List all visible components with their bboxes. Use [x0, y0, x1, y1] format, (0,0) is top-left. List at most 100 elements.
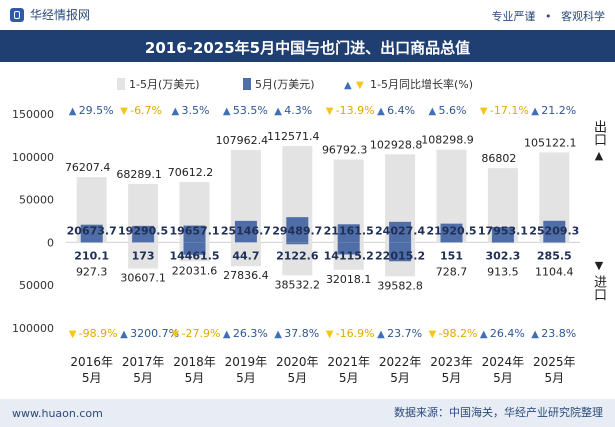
import-month-bar	[389, 242, 412, 262]
import-month-label: 173	[132, 249, 155, 262]
export-growth-label: 29.5%	[79, 104, 114, 117]
export-cumulative-label: 102928.8	[370, 138, 423, 151]
export-growth-label: 6.4%	[387, 104, 415, 117]
export-month-label: 21920.5	[426, 224, 476, 237]
export-growth-label: -13.9%	[336, 104, 375, 117]
import-cumulative-bar	[230, 242, 261, 267]
export-growth-marker: ▼	[120, 106, 128, 117]
x-tick-label-month: 5月	[133, 371, 153, 385]
export-growth-marker: ▲	[172, 106, 180, 117]
export-month-bar	[80, 224, 103, 243]
import-cumulative-label: 913.5	[487, 265, 519, 278]
import-growth-label: 37.8%	[284, 327, 319, 340]
import-cumulative-bar	[539, 242, 570, 244]
x-tick-label-year: 2025年	[533, 355, 576, 369]
export-month-bar	[286, 217, 309, 243]
y-tick-label: 50000	[19, 194, 54, 207]
top-bar: 华经情报网 专业严谨 • 客观科学	[0, 0, 615, 30]
export-cumulative-label: 112571.4	[267, 130, 320, 143]
import-month-label: 2122.6	[276, 249, 319, 262]
x-tick-label-year: 2019年	[225, 355, 268, 369]
export-month-bar	[183, 225, 206, 243]
export-month-label: 19290.5	[118, 224, 168, 237]
export-month-bar	[543, 220, 566, 243]
y-tick-label: 0	[47, 236, 54, 249]
export-cumulative-label: 76207.4	[65, 161, 111, 174]
export-month-label: 19657.1	[169, 224, 219, 237]
import-cumulative-bar	[128, 242, 159, 269]
legend-label-cumulative: 1-5月(万美元)	[129, 78, 200, 91]
export-growth-marker: ▲	[223, 106, 231, 117]
export-cumulative-label: 68289.1	[116, 168, 162, 181]
import-growth-marker: ▲	[480, 329, 488, 340]
export-growth-label: 4.3%	[284, 104, 312, 117]
x-tick-label-year: 2018年	[173, 355, 216, 369]
x-tick-label-year: 2016年	[70, 355, 113, 369]
export-month-bar	[234, 220, 257, 243]
import-growth-marker: ▼	[326, 329, 334, 340]
import-growth-marker: ▼	[172, 329, 180, 340]
x-tick-label-month: 5月	[185, 371, 205, 385]
chart-title: 2016-2025年5月中国与也门进、出口商品总值	[144, 39, 471, 57]
import-month-label: 151	[440, 249, 463, 262]
import-month-bar	[337, 242, 360, 255]
up-arrow-icon: ▲	[594, 149, 604, 162]
x-tick-label-year: 2017年	[122, 355, 165, 369]
import-growth-marker: ▲	[120, 329, 128, 340]
legend-label-month: 5月(万美元)	[255, 78, 315, 91]
legend-marker-down: ▼	[356, 80, 364, 91]
export-month-label: 25209.3	[529, 224, 579, 237]
export-growth-marker: ▲	[69, 106, 77, 117]
x-tick-label-month: 5月	[287, 371, 307, 385]
import-cumulative-label: 27836.4	[223, 269, 269, 282]
import-side-label: ▼ 进口	[591, 258, 607, 301]
export-growth-marker: ▼	[326, 106, 334, 117]
import-growth-label: 23.8%	[541, 327, 576, 340]
import-month-label: 14115.2	[324, 249, 374, 262]
x-tick-label-year: 2022年	[379, 355, 422, 369]
import-side-text: 进口	[591, 275, 606, 301]
x-tick-label-month: 5月	[390, 371, 410, 385]
y-tick-label: 150000	[12, 108, 54, 121]
export-side-text: 出口	[591, 120, 606, 146]
data-source: 数据来源：中国海关，华经产业研究院整理	[394, 406, 603, 419]
header-tags: 专业严谨 • 客观科学	[492, 8, 606, 24]
import-month-label: 302.3	[486, 249, 521, 262]
brand-logo-icon	[10, 7, 24, 22]
x-tick-label-month: 5月	[339, 371, 359, 385]
brand[interactable]: 华经情报网	[10, 6, 90, 23]
export-growth-label: 5.6%	[439, 104, 467, 117]
import-growth-label: -98.2%	[439, 327, 478, 340]
import-growth-label: 26.4%	[490, 327, 525, 340]
import-cumulative-bar	[487, 242, 518, 244]
export-month-bar	[337, 224, 360, 243]
export-month-label: 21161.5	[324, 224, 374, 237]
export-cumulative-label: 107962.4	[216, 134, 269, 147]
legend-swatch-month	[243, 78, 251, 90]
import-cumulative-label: 728.7	[436, 265, 468, 278]
title-bar	[0, 30, 615, 62]
footer-bar: www.huaon.com 数据来源：中国海关，华经产业研究院整理	[0, 399, 615, 427]
import-month-label: 285.5	[537, 249, 572, 262]
export-cumulative-label: 70612.2	[168, 166, 214, 179]
export-side-label: 出口 ▲	[591, 120, 607, 163]
export-growth-label: -6.7%	[130, 104, 162, 117]
site-link[interactable]: www.huaon.com	[12, 407, 103, 420]
import-cumulative-label: 32018.1	[326, 273, 372, 286]
export-cumulative-label: 96792.3	[322, 144, 368, 157]
import-cumulative-label: 38532.2	[275, 278, 321, 291]
import-cumulative-label: 30607.1	[120, 272, 166, 285]
export-month-bar	[491, 227, 514, 243]
import-growth-marker: ▲	[223, 329, 231, 340]
import-growth-marker: ▲	[377, 329, 385, 340]
import-cumulative-label: 22031.6	[172, 264, 218, 277]
tag-objective: 客观科学	[561, 10, 605, 23]
x-tick-label-year: 2024年	[482, 355, 525, 369]
import-cumulative-label: 39582.8	[377, 279, 423, 292]
export-growth-marker: ▲	[429, 106, 437, 117]
import-growth-label: -16.9%	[336, 327, 375, 340]
import-growth-label: -27.9%	[182, 327, 221, 340]
import-month-bar	[183, 242, 206, 255]
import-cumulative-bar	[76, 242, 107, 244]
import-month-label: 44.7	[232, 249, 259, 262]
